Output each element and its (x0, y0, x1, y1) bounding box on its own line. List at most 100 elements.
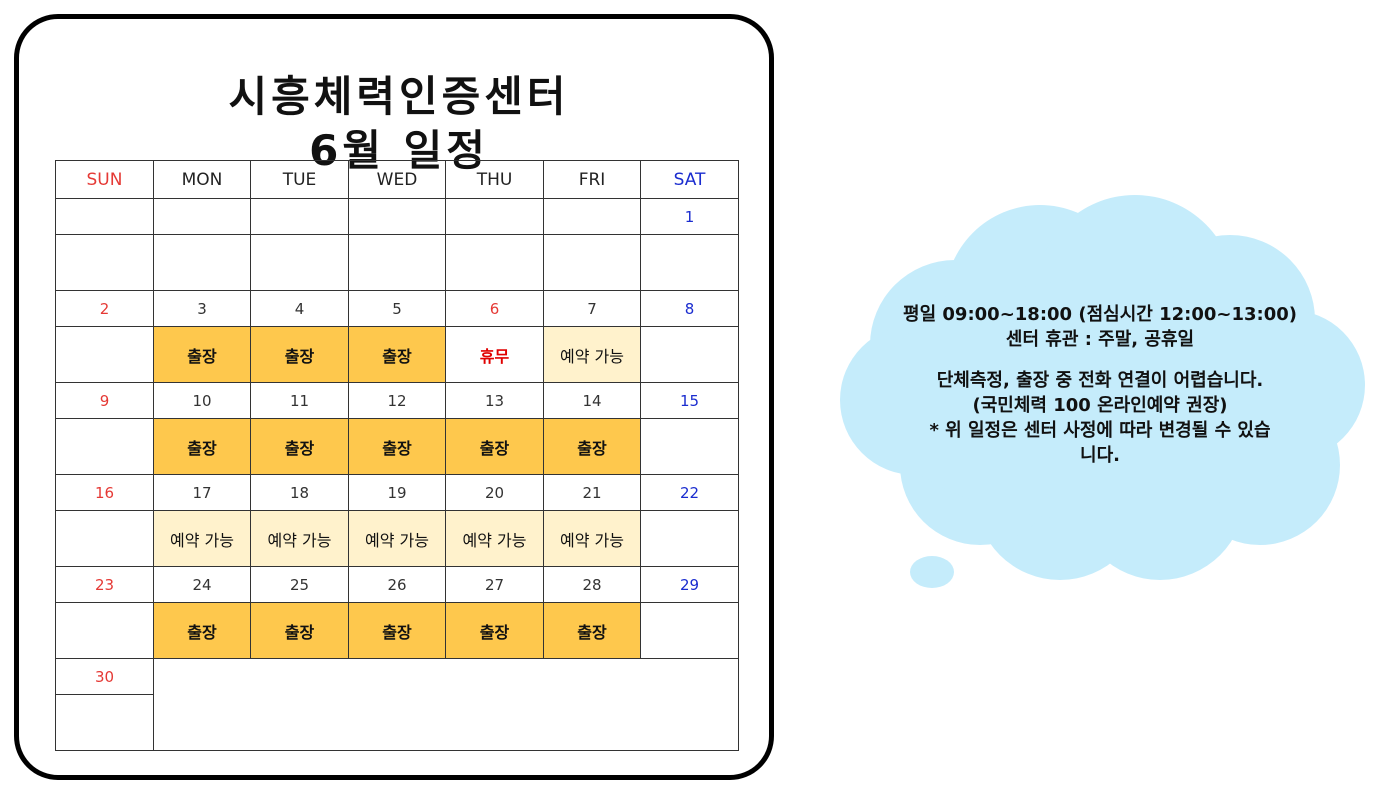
business-trip-cell: 출장 (348, 418, 446, 475)
day-cell: 7 (543, 290, 641, 327)
business-trip-cell: 출장 (250, 418, 349, 475)
week-3-events: 출장 출장 출장 출장 출장 (55, 418, 739, 475)
available-cell: 예약 가능 (250, 510, 349, 567)
weekday-mon: MON (153, 160, 251, 199)
day-cell: 24 (153, 566, 251, 603)
business-trip-cell: 출장 (543, 602, 641, 659)
business-trip-cell: 출장 (153, 418, 251, 475)
day-cell: 13 (445, 382, 544, 419)
business-trip-cell: 출장 (348, 602, 446, 659)
weekday-sat: SAT (640, 160, 739, 199)
available-cell: 예약 가능 (348, 510, 446, 567)
calendar-table: SUN MON TUE WED THU FRI SAT 1 2 3 4 5 6 … (55, 160, 739, 751)
event-cell (543, 234, 641, 291)
week-2-events: 출장 출장 출장 휴무 예약 가능 (55, 326, 739, 383)
business-trip-cell: 출장 (153, 602, 251, 659)
day-cell: 19 (348, 474, 446, 511)
day-cell (250, 198, 349, 235)
closed-text: 센터 휴관 : 주말, 공휴일 (1005, 329, 1195, 350)
week-4-dates: 16 17 18 19 20 21 22 (55, 474, 739, 511)
available-cell: 예약 가능 (543, 326, 641, 383)
event-cell (55, 234, 154, 291)
event-cell (250, 234, 349, 291)
day-cell: 23 (55, 566, 154, 603)
day-off-cell: 휴무 (445, 326, 544, 383)
event-cell (55, 694, 154, 751)
center-title: 시흥체력인증센터 (228, 72, 570, 121)
day-cell: 28 (543, 566, 641, 603)
week-3-dates: 9 10 11 12 13 14 15 (55, 382, 739, 419)
week-6-dates: 30 (55, 658, 739, 751)
day-cell: 5 (348, 290, 446, 327)
day-cell (55, 198, 154, 235)
event-cell (640, 326, 739, 383)
event-cell (348, 234, 446, 291)
day-cell: 12 (348, 382, 446, 419)
day-cell: 11 (250, 382, 349, 419)
week-5-events: 출장 출장 출장 출장 출장 (55, 602, 739, 659)
cloud-bubble (840, 195, 1365, 588)
day-cell: 16 (55, 474, 154, 511)
business-trip-cell: 출장 (543, 418, 641, 475)
available-cell: 예약 가능 (543, 510, 641, 567)
weekday-header-row: SUN MON TUE WED THU FRI SAT (55, 160, 739, 199)
day-cell: 14 (543, 382, 641, 419)
day-cell: 22 (640, 474, 739, 511)
day-cell: 25 (250, 566, 349, 603)
day-cell (348, 198, 446, 235)
event-cell (153, 234, 251, 291)
event-cell (445, 234, 544, 291)
day-cell: 21 (543, 474, 641, 511)
day-cell: 18 (250, 474, 349, 511)
day-cell: 1 (640, 198, 739, 235)
event-cell (55, 326, 154, 383)
day-cell: 10 (153, 382, 251, 419)
day-cell: 9 (55, 382, 154, 419)
weekday-sun: SUN (55, 160, 154, 199)
day-cell: 29 (640, 566, 739, 603)
week-5-dates: 23 24 25 26 27 28 29 (55, 566, 739, 603)
event-cell (55, 602, 154, 659)
day-cell: 2 (55, 290, 154, 327)
week-6-events (55, 694, 739, 751)
weekday-fri: FRI (543, 160, 641, 199)
recommend-text: (국민체력 100 온라인예약 권장) (972, 395, 1228, 416)
business-trip-cell: 출장 (348, 326, 446, 383)
available-cell: 예약 가능 (153, 510, 251, 567)
day-cell: 20 (445, 474, 544, 511)
day-cell: 27 (445, 566, 544, 603)
business-trip-cell: 출장 (153, 326, 251, 383)
event-cell (640, 234, 739, 291)
business-trip-cell: 출장 (250, 326, 349, 383)
hours-text: 평일 09:00~18:00 (점심시간 12:00~13:00) (903, 304, 1297, 325)
week-1-dates: 1 (55, 198, 739, 235)
info-text: 평일 09:00~18:00 (점심시간 12:00~13:00) 센터 휴관 … (840, 302, 1360, 468)
day-cell: 6 (445, 290, 544, 327)
day-cell: 15 (640, 382, 739, 419)
day-cell (543, 198, 641, 235)
week-2-dates: 2 3 4 5 6 7 8 (55, 290, 739, 327)
day-cell: 26 (348, 566, 446, 603)
day-cell (445, 198, 544, 235)
event-cell (55, 418, 154, 475)
business-trip-cell: 출장 (445, 418, 544, 475)
day-cell: 30 (55, 658, 154, 695)
event-cell (55, 510, 154, 567)
day-cell: 4 (250, 290, 349, 327)
business-trip-cell: 출장 (445, 602, 544, 659)
event-cell (640, 418, 739, 475)
weekday-tue: TUE (250, 160, 349, 199)
day-cell: 3 (153, 290, 251, 327)
day-cell: 8 (640, 290, 739, 327)
disclaimer-text-2: 니다. (1080, 445, 1120, 466)
event-cell (640, 602, 739, 659)
week-4-events: 예약 가능 예약 가능 예약 가능 예약 가능 예약 가능 (55, 510, 739, 567)
week-1-events (55, 234, 739, 291)
day-cell: 17 (153, 474, 251, 511)
notice-text: 단체측정, 출장 중 전화 연결이 어렵습니다. (936, 370, 1264, 391)
disclaimer-text-1: * 위 일정은 센터 사정에 따라 변경될 수 있습 (929, 420, 1271, 441)
day-cell (153, 198, 251, 235)
available-cell: 예약 가능 (445, 510, 544, 567)
business-trip-cell: 출장 (250, 602, 349, 659)
empty-area (153, 658, 739, 751)
